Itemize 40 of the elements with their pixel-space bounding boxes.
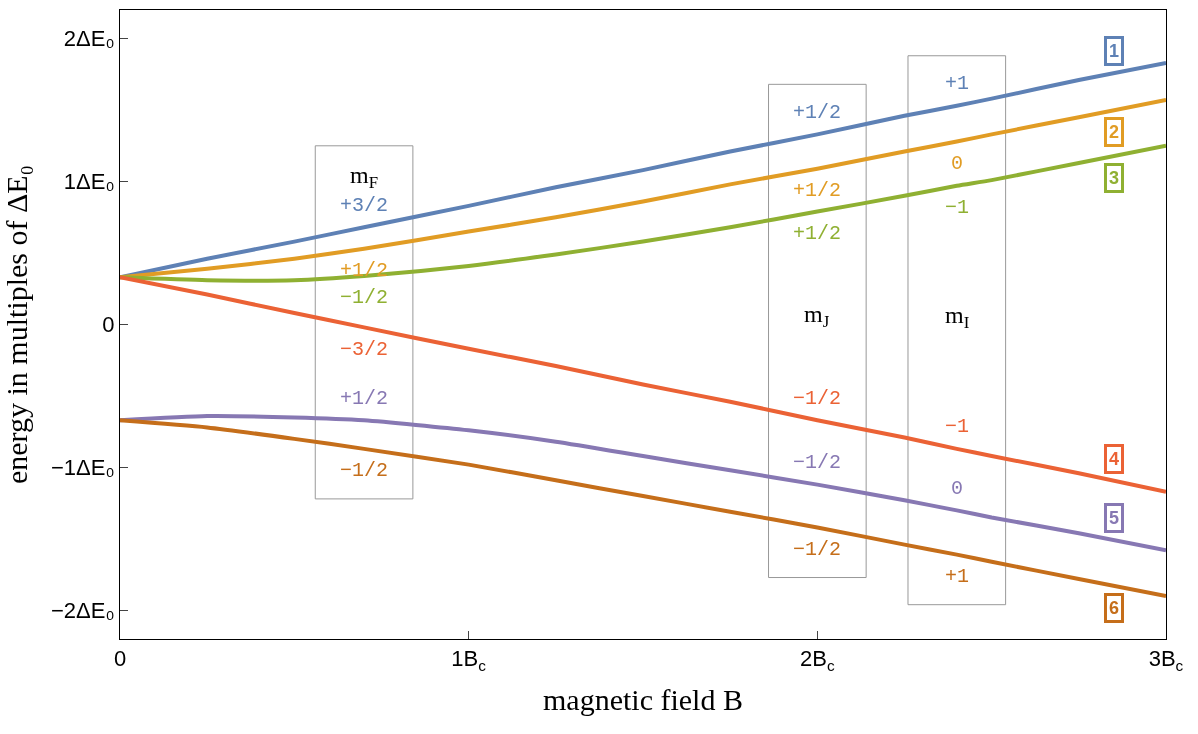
line-series bbox=[120, 143, 1166, 283]
annotation: +1 bbox=[945, 565, 970, 588]
annotation: +1/2 bbox=[340, 387, 389, 410]
series-label: 3 bbox=[1109, 168, 1120, 188]
series-label: 6 bbox=[1109, 598, 1120, 618]
y-tick-label: −2ΔE₀ bbox=[51, 598, 115, 624]
annotation: −1 bbox=[945, 196, 970, 219]
annotation: m$_{F}$ bbox=[350, 162, 379, 193]
annotation: −1/2 bbox=[340, 286, 389, 309]
annotation: +1/2 bbox=[793, 179, 842, 202]
y-tick-label: −1ΔE₀ bbox=[51, 455, 115, 481]
annotation: −1/2 bbox=[793, 538, 842, 561]
annotation: −1 bbox=[945, 415, 970, 438]
line-series bbox=[120, 275, 1166, 494]
x-axis-title: magnetic field B bbox=[543, 682, 743, 716]
series-label: 1 bbox=[1109, 41, 1120, 61]
annotation: −1/2 bbox=[340, 459, 389, 482]
annotation: +1/2 bbox=[793, 222, 842, 245]
series-label: 5 bbox=[1109, 508, 1120, 528]
y-axis-title: energy in multiples of ΔE₀ bbox=[0, 164, 33, 485]
x-tick-label: 2B$_{c}$ bbox=[800, 646, 835, 675]
line-series bbox=[120, 418, 1166, 599]
annotation: m$_{I}$ bbox=[945, 302, 970, 333]
series-label: 4 bbox=[1109, 449, 1120, 469]
series-label: 2 bbox=[1109, 122, 1120, 142]
annotation: 0 bbox=[951, 477, 964, 500]
annotation: m$_{J}$ bbox=[804, 301, 830, 332]
annotation: 0 bbox=[951, 152, 964, 175]
y-tick-label: 2ΔE₀ bbox=[63, 26, 115, 52]
annotation: +3/2 bbox=[340, 194, 389, 217]
y-tick-label: 1ΔE₀ bbox=[63, 169, 115, 195]
annotation: −1/2 bbox=[793, 387, 842, 410]
line-series bbox=[120, 413, 1166, 553]
annotation: +1 bbox=[945, 72, 970, 95]
annotation: −3/2 bbox=[340, 338, 389, 361]
x-tick-label: 3B$_{c}$ bbox=[1148, 646, 1184, 675]
x-tick-label: 1B$_{c}$ bbox=[451, 646, 487, 675]
y-tick-label: 0 bbox=[102, 312, 115, 338]
annotation: +1/2 bbox=[793, 101, 842, 124]
annotation: −1/2 bbox=[793, 451, 842, 474]
